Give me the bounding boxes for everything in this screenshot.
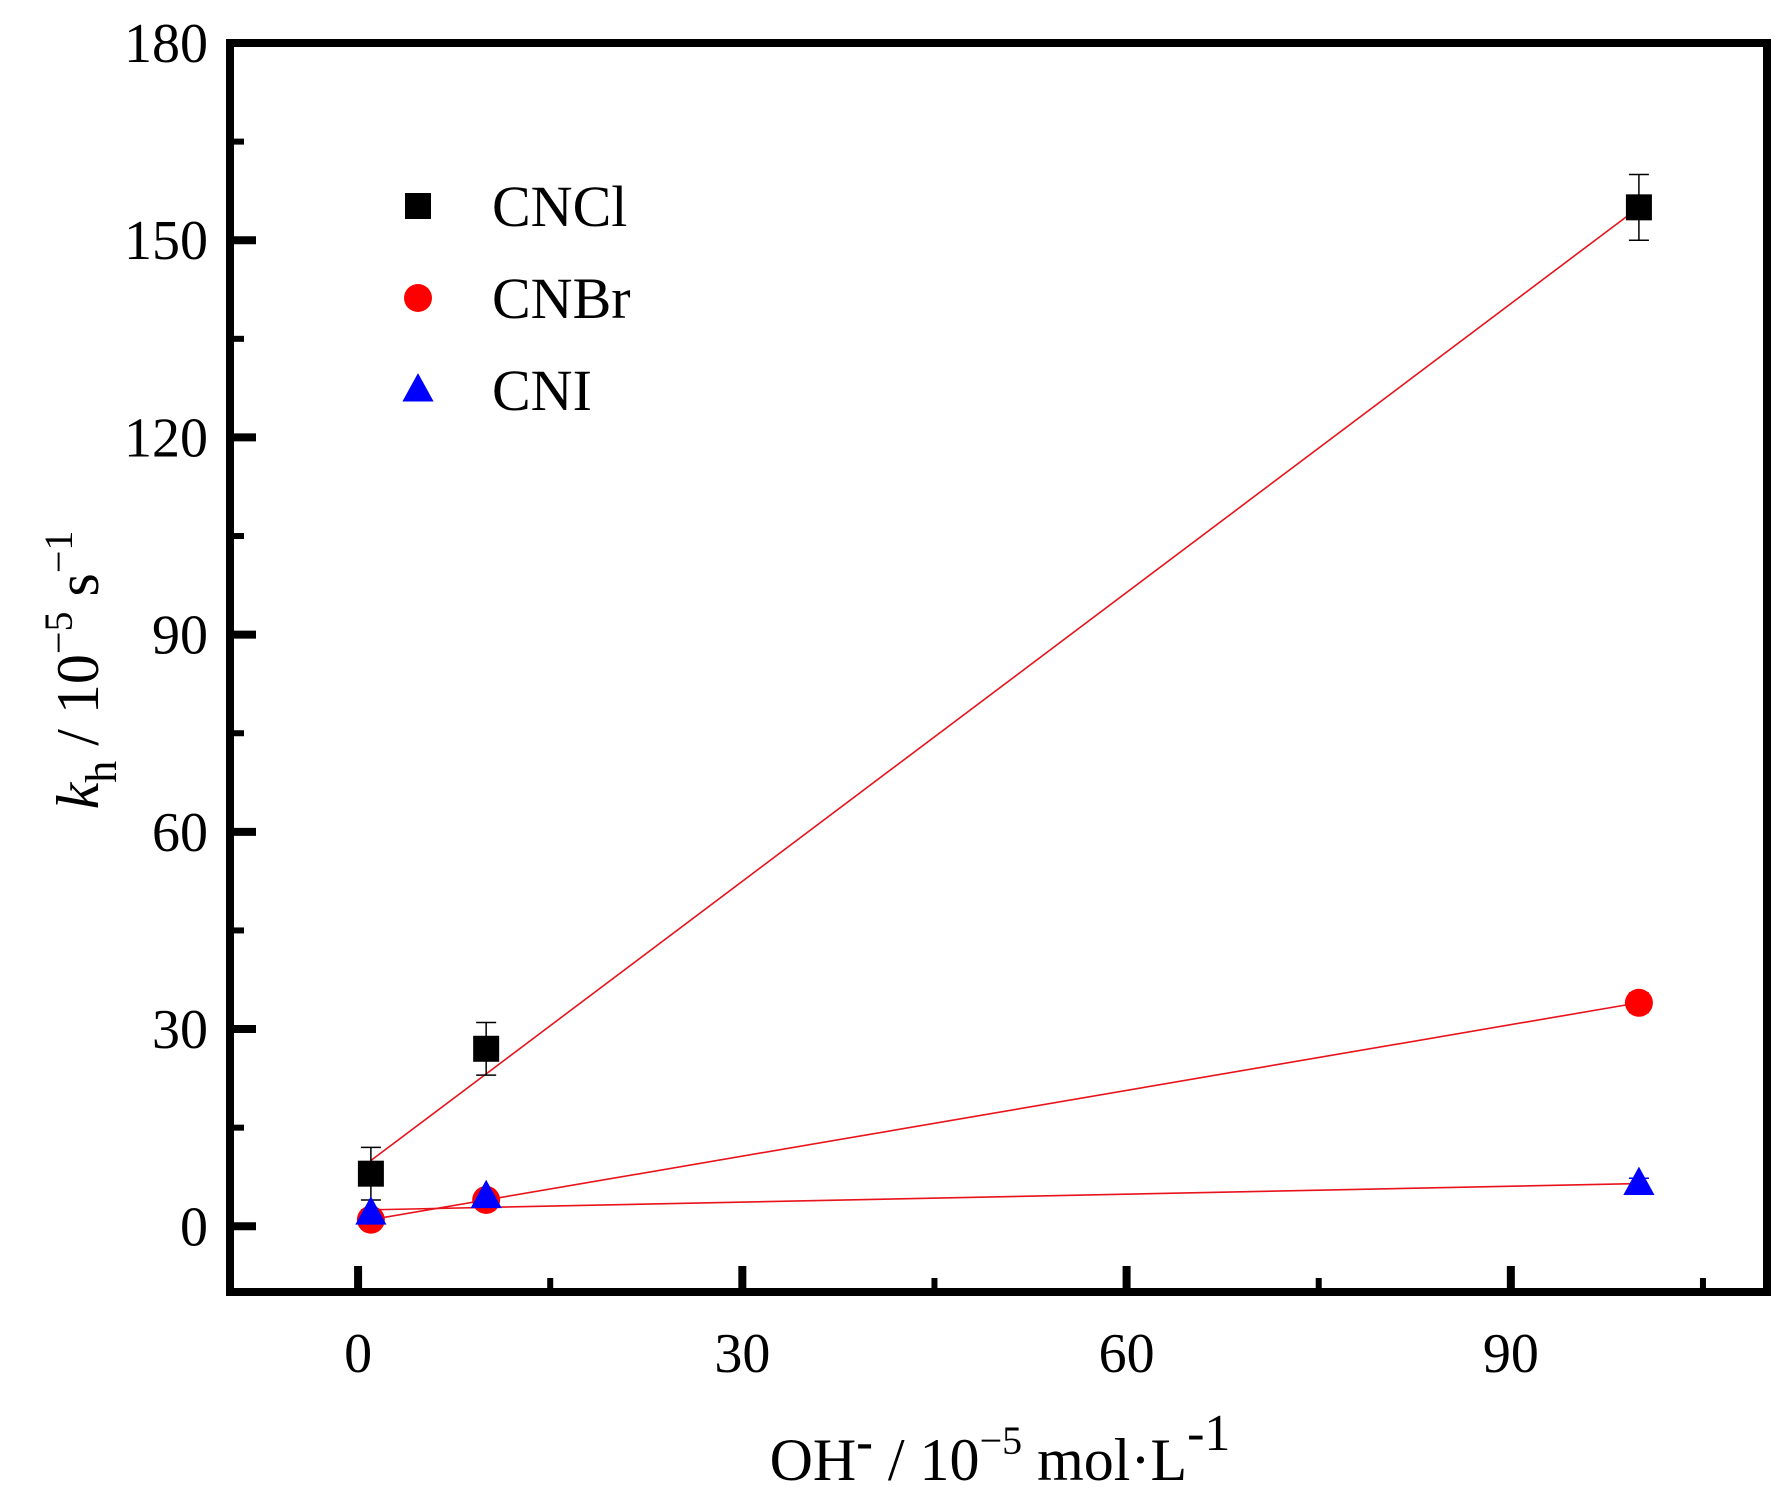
y-tick-label: 0 <box>180 1196 208 1258</box>
y-tick-label: 180 <box>124 13 208 75</box>
y-tick-label: 30 <box>152 999 208 1061</box>
x-axis-title-unit: mol·L <box>1022 1427 1187 1493</box>
legend-label-cncl: CNCl <box>492 174 627 239</box>
y-axis-title-symbol: k <box>45 781 111 809</box>
cni-fit-line <box>370 1182 1639 1211</box>
cni-point <box>355 1196 387 1225</box>
plot-frame <box>226 39 1771 1296</box>
legend-marker-cncl <box>405 193 431 219</box>
fit-lines <box>370 206 1640 1221</box>
y-axis-title-sep: / 10 <box>45 654 111 761</box>
x-axis-title-exp: −5 <box>980 1418 1023 1463</box>
x-tick-label: 0 <box>344 1323 372 1385</box>
legend-label-cni: CNI <box>492 358 592 423</box>
y-axis-title-unit: s <box>45 573 111 611</box>
x-tick-label: 30 <box>714 1323 770 1385</box>
legend: CNCl CNBr CNI <box>402 174 631 423</box>
legend-marker-cni <box>402 373 434 402</box>
x-axis-title: OH- / 10−5 mol·L-1 <box>770 1405 1231 1493</box>
cni-point <box>1623 1166 1655 1196</box>
y-axis-title: kh / 10−5 s−1 <box>36 531 126 810</box>
data-markers <box>355 194 1655 1234</box>
y-axis-title-exp: −5 <box>36 612 81 655</box>
error-bars <box>360 173 1649 1226</box>
y-tick-label: 150 <box>124 210 208 272</box>
x-tick-label: 90 <box>1483 1323 1539 1385</box>
cncl-point <box>357 1160 384 1187</box>
y-tick-label: 120 <box>124 407 208 469</box>
y-tick-label: 90 <box>152 605 208 667</box>
x-axis-title-unit-exp: -1 <box>1187 1405 1230 1462</box>
y-axis-title-subscript: h <box>77 761 126 783</box>
cncl-fit-line <box>370 206 1640 1162</box>
legend-marker-cnbr <box>404 284 432 312</box>
y-axis-title-unit-exp: −1 <box>36 531 81 574</box>
cncl-point <box>1625 194 1652 221</box>
x-axis-title-base: OH <box>770 1427 857 1493</box>
tick-labels: 0 30 60 90 0 30 60 90 120 150 180 <box>124 13 1539 1385</box>
x-tick-label: 60 <box>1099 1323 1155 1385</box>
y-tick-label: 60 <box>152 802 208 864</box>
x-axis-title-sep: / 10 <box>873 1427 980 1493</box>
cnbr-point <box>1624 988 1653 1017</box>
axis-ticks <box>230 39 1706 1292</box>
x-axis-title-charge: - <box>856 1413 873 1469</box>
cni-point <box>470 1179 502 1209</box>
cnbr-fit-line <box>370 1001 1640 1221</box>
legend-label-cnbr: CNBr <box>492 266 631 331</box>
cncl-point <box>473 1035 500 1062</box>
